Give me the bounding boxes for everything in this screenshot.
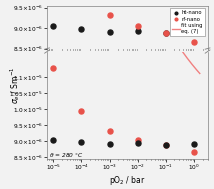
Point xyxy=(192,143,196,146)
X-axis label: pO$_2$ / bar: pO$_2$ / bar xyxy=(109,174,146,187)
Point xyxy=(164,144,168,147)
Point xyxy=(136,25,140,28)
Point xyxy=(136,138,140,141)
Point xyxy=(80,28,83,31)
Legend: ht-nano, rf-nano, fit using
eq. (7): ht-nano, rf-nano, fit using eq. (7) xyxy=(170,8,205,36)
Point xyxy=(192,150,196,153)
Point xyxy=(52,25,55,28)
Point xyxy=(52,66,55,69)
Point xyxy=(108,143,111,146)
Point xyxy=(80,110,83,113)
Point xyxy=(108,31,111,34)
Point xyxy=(108,14,111,17)
Point xyxy=(108,129,111,132)
Point xyxy=(136,142,140,145)
Point xyxy=(164,143,168,146)
Point xyxy=(136,29,140,33)
Text: $\vartheta$ = 280 °C: $\vartheta$ = 280 °C xyxy=(49,150,83,159)
Point xyxy=(164,32,168,35)
Point xyxy=(164,32,168,35)
Point xyxy=(192,31,196,34)
Point xyxy=(192,40,196,43)
Point xyxy=(52,138,55,141)
Point xyxy=(80,141,83,144)
Text: $\sigma_e$ / Sm$^{-1}$: $\sigma_e$ / Sm$^{-1}$ xyxy=(9,66,22,104)
